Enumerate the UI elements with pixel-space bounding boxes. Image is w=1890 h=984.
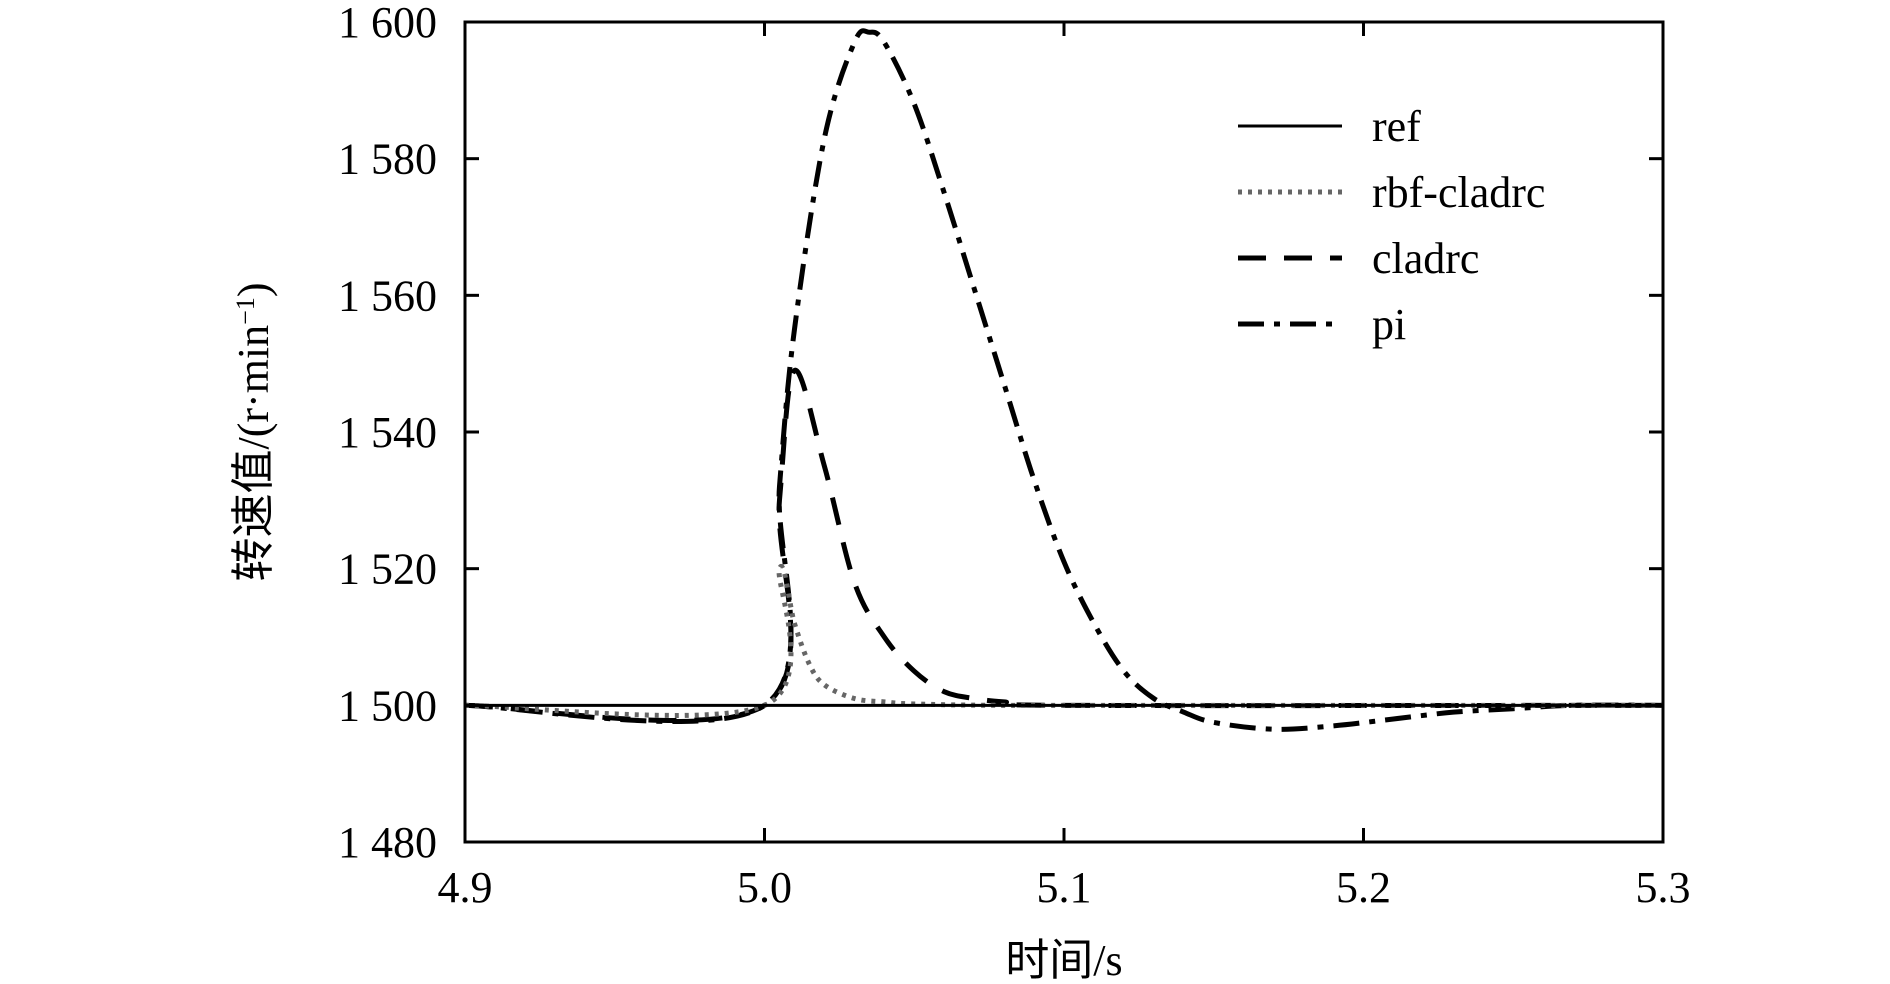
legend-label: ref bbox=[1372, 102, 1421, 151]
y-tick-label: 1 600 bbox=[338, 0, 437, 47]
y-axis-label-superscript: −1 bbox=[231, 297, 260, 325]
y-axis-label-main: 转速值/(r·min bbox=[229, 325, 278, 582]
legend-label: rbf-cladrc bbox=[1372, 168, 1545, 217]
ticks-layer bbox=[463, 20, 1665, 844]
x-tick-label: 4.9 bbox=[438, 863, 493, 912]
y-tick-labels: 1 480 1 500 1 520 1 540 1 560 1 580 1 600 bbox=[338, 0, 437, 867]
x-tick-label: 5.3 bbox=[1636, 863, 1691, 912]
x-axis-label: 时间/s bbox=[1005, 936, 1122, 984]
series-line-pi bbox=[464, 28, 1664, 732]
y-axis-label-close: ) bbox=[229, 283, 278, 298]
legend-label: pi bbox=[1372, 300, 1406, 349]
series-line-cladrc bbox=[464, 367, 1664, 724]
y-axis-label: 转速值/(r·min−1) bbox=[229, 283, 278, 582]
x-tick-label: 5.0 bbox=[737, 863, 792, 912]
y-tick-label: 1 480 bbox=[338, 818, 437, 867]
legend-entry-cladrc: cladrc bbox=[1238, 234, 1479, 283]
legend-entry-rbf-cladrc: rbf-cladrc bbox=[1238, 168, 1545, 217]
legend-entry-pi: pi bbox=[1238, 300, 1406, 349]
legend: ref rbf-cladrc cladrc pi bbox=[1238, 102, 1545, 349]
y-tick-label: 1 540 bbox=[338, 408, 437, 457]
legend-label: cladrc bbox=[1372, 234, 1479, 283]
x-tick-label: 5.1 bbox=[1037, 863, 1092, 912]
y-tick-label: 1 520 bbox=[338, 545, 437, 594]
y-tick-label: 1 500 bbox=[338, 681, 437, 730]
series-line-rbf-cladrc bbox=[464, 563, 1663, 718]
legend-entry-ref: ref bbox=[1238, 102, 1421, 151]
x-tick-label: 5.2 bbox=[1336, 863, 1391, 912]
x-tick-labels: 4.9 5.0 5.1 5.2 5.3 bbox=[438, 863, 1691, 912]
series-layer bbox=[464, 28, 1664, 732]
y-tick-label: 1 560 bbox=[338, 271, 437, 320]
y-tick-label: 1 580 bbox=[338, 135, 437, 184]
